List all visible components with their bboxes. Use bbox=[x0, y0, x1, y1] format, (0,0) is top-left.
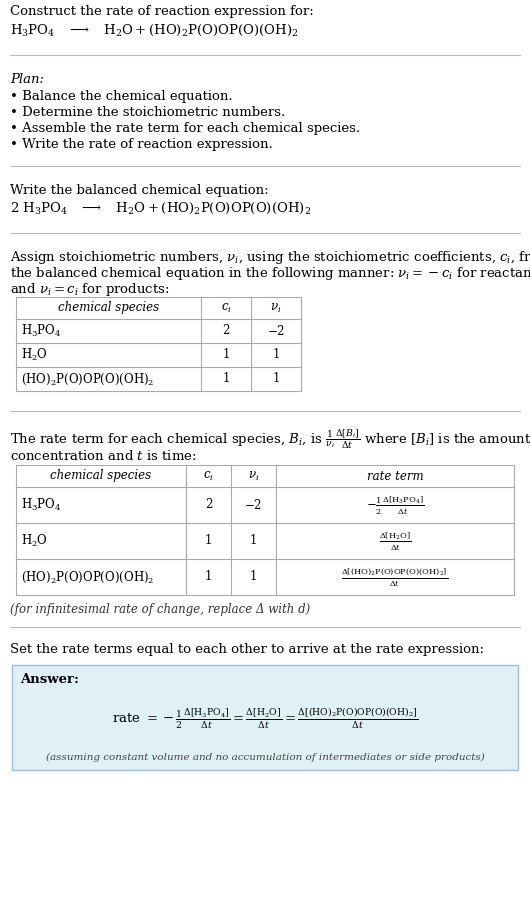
Text: chemical species: chemical species bbox=[50, 470, 152, 482]
Text: chemical species: chemical species bbox=[58, 301, 159, 315]
Text: 2: 2 bbox=[205, 499, 212, 511]
Text: $\mathregular{H_3PO_4}$   $\longrightarrow$   $\mathregular{H_2O + (HO)_2P(O)OP(: $\mathregular{H_3PO_4}$ $\longrightarrow… bbox=[10, 23, 298, 38]
Text: $\mathregular{H_3PO_4}$: $\mathregular{H_3PO_4}$ bbox=[21, 497, 61, 513]
Text: rate $= -\frac{1}{2}\frac{\Delta[\mathregular{H_3PO_4}]}{\Delta t} = \frac{\Delt: rate $= -\frac{1}{2}\frac{\Delta[\mathre… bbox=[112, 707, 418, 732]
Text: concentration and $t$ is time:: concentration and $t$ is time: bbox=[10, 449, 197, 463]
Text: 1: 1 bbox=[222, 372, 229, 386]
Text: 1: 1 bbox=[222, 349, 229, 361]
Text: Plan:: Plan: bbox=[10, 73, 44, 86]
Text: $\mathregular{2\ H_3PO_4}$   $\longrightarrow$   $\mathregular{H_2O + (HO)_2P(O): $\mathregular{2\ H_3PO_4}$ $\longrightar… bbox=[10, 201, 311, 217]
Text: Write the balanced chemical equation:: Write the balanced chemical equation: bbox=[10, 184, 269, 197]
Text: rate term: rate term bbox=[367, 470, 423, 482]
Text: 1: 1 bbox=[205, 534, 212, 548]
Text: 1: 1 bbox=[250, 534, 257, 548]
Text: $\mathregular{H_3PO_4}$: $\mathregular{H_3PO_4}$ bbox=[21, 323, 61, 339]
Text: $\mathregular{(HO)_2P(O)OP(O)(OH)_2}$: $\mathregular{(HO)_2P(O)OP(O)(OH)_2}$ bbox=[21, 570, 154, 584]
Text: Set the rate terms equal to each other to arrive at the rate expression:: Set the rate terms equal to each other t… bbox=[10, 643, 484, 656]
Text: Construct the rate of reaction expression for:: Construct the rate of reaction expressio… bbox=[10, 5, 314, 18]
Text: $-2$: $-2$ bbox=[267, 324, 285, 338]
Text: $\mathregular{H_2O}$: $\mathregular{H_2O}$ bbox=[21, 533, 48, 549]
Text: 1: 1 bbox=[272, 372, 280, 386]
Text: $\frac{\Delta[\mathregular{(HO)_2P(O)OP(O)(OH)_2}]}{\Delta t}$: $\frac{\Delta[\mathregular{(HO)_2P(O)OP(… bbox=[341, 565, 448, 589]
Text: • Determine the stoichiometric numbers.: • Determine the stoichiometric numbers. bbox=[10, 106, 285, 119]
Text: $\mathregular{H_2O}$: $\mathregular{H_2O}$ bbox=[21, 347, 48, 363]
Text: • Balance the chemical equation.: • Balance the chemical equation. bbox=[10, 90, 233, 103]
Text: • Assemble the rate term for each chemical species.: • Assemble the rate term for each chemic… bbox=[10, 122, 360, 135]
Text: $c_i$: $c_i$ bbox=[203, 470, 214, 482]
Text: the balanced chemical equation in the following manner: $\nu_i = -c_i$ for react: the balanced chemical equation in the fo… bbox=[10, 265, 530, 282]
Bar bbox=[16, 465, 514, 595]
Text: and $\nu_i = c_i$ for products:: and $\nu_i = c_i$ for products: bbox=[10, 281, 170, 298]
Text: 2: 2 bbox=[222, 325, 229, 338]
Text: 1: 1 bbox=[250, 571, 257, 583]
Bar bbox=[16, 297, 301, 391]
Text: Assign stoichiometric numbers, $\nu_i$, using the stoichiometric coefficients, $: Assign stoichiometric numbers, $\nu_i$, … bbox=[10, 249, 530, 266]
Text: $\mathregular{(HO)_2P(O)OP(O)(OH)_2}$: $\mathregular{(HO)_2P(O)OP(O)(OH)_2}$ bbox=[21, 371, 154, 387]
Text: The rate term for each chemical species, $B_i$, is $\frac{1}{\nu_i}\frac{\Delta[: The rate term for each chemical species,… bbox=[10, 427, 530, 450]
Text: 1: 1 bbox=[205, 571, 212, 583]
Text: $-2$: $-2$ bbox=[244, 498, 262, 512]
Text: (for infinitesimal rate of change, replace Δ with d): (for infinitesimal rate of change, repla… bbox=[10, 603, 310, 616]
Text: $\frac{\Delta[\mathregular{H_2O}]}{\Delta t}$: $\frac{\Delta[\mathregular{H_2O}]}{\Delt… bbox=[379, 530, 411, 552]
Text: • Write the rate of reaction expression.: • Write the rate of reaction expression. bbox=[10, 138, 273, 151]
Text: (assuming constant volume and no accumulation of intermediates or side products): (assuming constant volume and no accumul… bbox=[46, 753, 484, 762]
Text: $\nu_i$: $\nu_i$ bbox=[248, 470, 259, 482]
Text: 1: 1 bbox=[272, 349, 280, 361]
Text: Answer:: Answer: bbox=[20, 673, 79, 686]
Text: $c_i$: $c_i$ bbox=[220, 301, 232, 315]
Bar bbox=[12, 665, 518, 770]
Text: $\nu_i$: $\nu_i$ bbox=[270, 301, 281, 315]
Text: $-\frac{1}{2}\frac{\Delta[\mathregular{H_3PO_4}]}{\Delta t}$: $-\frac{1}{2}\frac{\Delta[\mathregular{H… bbox=[366, 493, 424, 517]
